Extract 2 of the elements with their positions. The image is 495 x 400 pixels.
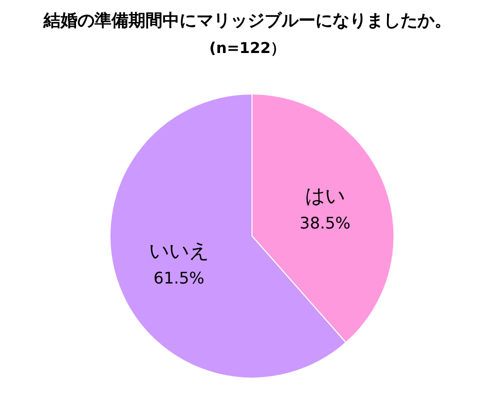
subtitle: (n=122） (209, 39, 286, 57)
title: 結婚の準備期間中にマリッジブルーになりましたか。 (44, 11, 452, 31)
